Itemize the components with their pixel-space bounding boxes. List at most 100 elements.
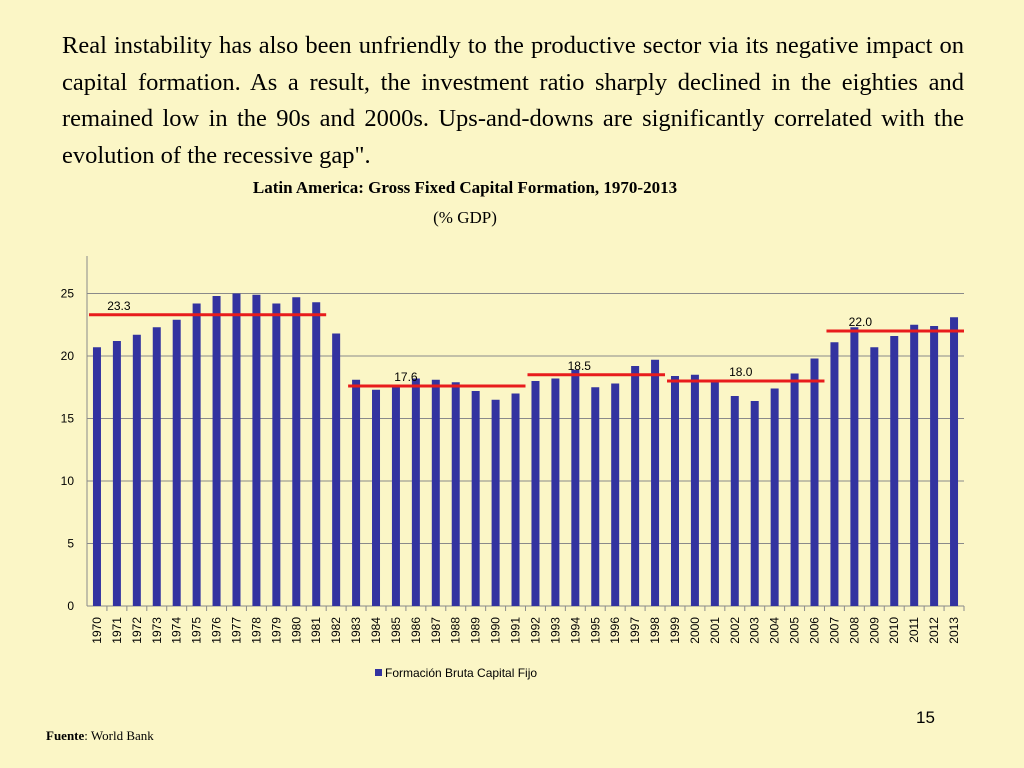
legend-swatch xyxy=(375,669,382,676)
x-tick-label: 1987 xyxy=(429,617,443,644)
source-text: : World Bank xyxy=(84,728,154,743)
bar xyxy=(850,327,859,606)
x-tick-label: 2001 xyxy=(708,617,722,644)
bar xyxy=(910,324,919,606)
x-tick-label: 2002 xyxy=(728,617,742,644)
x-tick-label: 1994 xyxy=(568,617,582,644)
x-tick-label: 2007 xyxy=(827,617,841,644)
x-tick-label: 1976 xyxy=(210,617,224,644)
x-tick-label: 2013 xyxy=(947,617,961,644)
bar xyxy=(531,381,540,606)
x-tick-label: 1999 xyxy=(668,617,682,644)
bar xyxy=(92,347,101,606)
intro-paragraph: Real instability has also been unfriendl… xyxy=(62,32,964,169)
x-tick-label: 1996 xyxy=(608,617,622,644)
x-tick-label: 1988 xyxy=(449,617,463,644)
bar xyxy=(611,383,620,606)
x-tick-label: 2004 xyxy=(768,617,782,644)
page-number: 15 xyxy=(916,708,935,727)
x-tick-label: 2012 xyxy=(927,617,941,644)
bar xyxy=(810,358,819,606)
x-tick-label: 1975 xyxy=(190,617,204,644)
x-tick-label: 1983 xyxy=(349,617,363,644)
x-tick-label: 1991 xyxy=(509,617,523,644)
x-tick-label: 2010 xyxy=(887,617,901,644)
y-tick-label: 20 xyxy=(61,349,75,363)
bar xyxy=(651,359,660,606)
bar xyxy=(491,399,500,606)
x-tick-label: 2009 xyxy=(867,617,881,644)
x-tick-label: 1971 xyxy=(110,617,124,644)
x-tick-label: 2008 xyxy=(847,617,861,644)
x-tick-label: 1989 xyxy=(469,617,483,644)
x-tick-label: 1970 xyxy=(90,617,104,644)
average-label: 17.6 xyxy=(394,370,418,384)
y-tick-label: 5 xyxy=(67,537,74,551)
bar xyxy=(172,319,181,606)
y-tick-label: 10 xyxy=(61,474,75,488)
bar xyxy=(192,303,201,606)
bar xyxy=(272,303,281,606)
average-label: 23.3 xyxy=(107,299,131,313)
bar xyxy=(232,293,241,606)
bar xyxy=(690,374,699,606)
source-label: Fuente xyxy=(46,728,85,743)
bar xyxy=(352,379,361,606)
average-label: 18.0 xyxy=(729,365,753,379)
bar xyxy=(770,388,779,606)
bar xyxy=(950,317,959,606)
x-tick-label: 1990 xyxy=(489,617,503,644)
x-tick-label: 1979 xyxy=(269,617,283,644)
x-tick-label: 1977 xyxy=(229,617,243,644)
bar xyxy=(830,342,839,606)
bar xyxy=(372,389,381,606)
x-tick-label: 1984 xyxy=(369,617,383,644)
bar xyxy=(790,373,799,606)
bar xyxy=(431,379,440,606)
bar xyxy=(670,376,679,606)
x-tick-label: 1993 xyxy=(548,617,562,644)
average-label: 18.5 xyxy=(568,359,592,373)
bar xyxy=(511,393,520,606)
bar xyxy=(870,347,879,606)
bar xyxy=(730,396,739,606)
bar xyxy=(112,341,121,606)
x-tick-label: 1978 xyxy=(249,617,263,644)
bar xyxy=(212,296,221,606)
bar xyxy=(930,326,939,606)
x-tick-label: 1998 xyxy=(648,617,662,644)
x-tick-label: 2005 xyxy=(788,617,802,644)
x-tick-label: 2000 xyxy=(688,617,702,644)
x-tick-label: 2006 xyxy=(808,617,822,644)
bar xyxy=(631,366,640,606)
x-tick-label: 1982 xyxy=(329,617,343,644)
x-tick-label: 1985 xyxy=(389,617,403,644)
bar xyxy=(750,401,759,606)
bar xyxy=(890,336,899,606)
x-tick-label: 1981 xyxy=(309,617,323,644)
average-label: 22.0 xyxy=(849,315,873,329)
bar xyxy=(391,387,400,606)
bar xyxy=(571,369,580,606)
y-tick-label: 25 xyxy=(61,287,75,301)
bar xyxy=(132,334,141,606)
x-tick-label: 1974 xyxy=(170,617,184,644)
legend-label: Formación Bruta Capital Fijo xyxy=(385,666,537,680)
x-tick-label: 2003 xyxy=(748,617,762,644)
x-tick-label: 1973 xyxy=(150,617,164,644)
chart-subtitle: (% GDP) xyxy=(433,208,497,227)
bar xyxy=(411,378,420,606)
y-tick-label: 0 xyxy=(67,599,74,613)
x-tick-label: 1980 xyxy=(289,617,303,644)
bar xyxy=(451,382,460,606)
bar xyxy=(252,294,261,606)
y-tick-label: 15 xyxy=(61,412,75,426)
x-tick-label: 2011 xyxy=(907,617,921,643)
x-tick-label: 1972 xyxy=(130,617,144,644)
bar xyxy=(710,382,719,606)
x-tick-label: 1986 xyxy=(409,617,423,644)
bar xyxy=(312,302,321,606)
bar xyxy=(551,378,560,606)
x-tick-label: 1995 xyxy=(588,617,602,644)
